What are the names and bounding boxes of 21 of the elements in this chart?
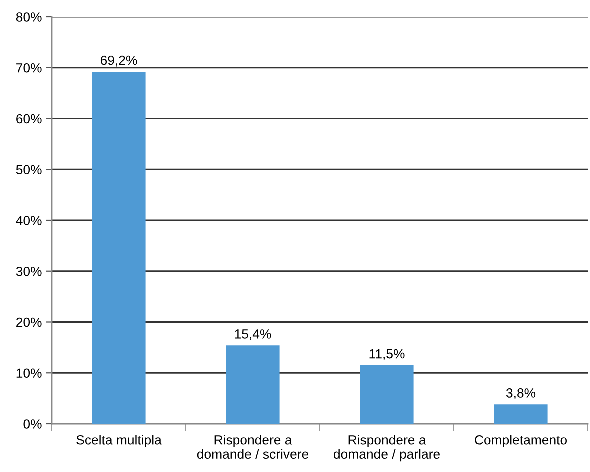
data-label: 11,5% <box>370 349 405 360</box>
x-tick-label: Rispondere a domande / parlare <box>334 435 440 462</box>
bar <box>494 404 548 424</box>
x-tick-label: Rispondere a domande / scrivere <box>197 435 309 460</box>
data-label: 15,4% <box>235 330 272 340</box>
bar <box>92 72 146 424</box>
x-tick-label: Scelta multipla <box>76 435 162 448</box>
y-tick-label: 10% <box>16 368 42 378</box>
y-tick-label: 20% <box>16 318 42 328</box>
bar <box>360 365 414 424</box>
y-tick-label: 40% <box>16 216 42 226</box>
data-label: 69,2% <box>100 56 138 67</box>
y-tick-label: 60% <box>16 114 42 124</box>
y-tick-label: 0% <box>24 420 42 429</box>
x-tick-label: Completamento <box>475 435 568 448</box>
data-label: 3,8% <box>506 388 536 400</box>
y-tick-label: 70% <box>16 63 42 73</box>
y-tick-label: 80% <box>16 12 42 22</box>
bar <box>226 346 280 424</box>
y-tick-label: 30% <box>16 266 42 276</box>
y-tick-label: 50% <box>16 165 42 175</box>
